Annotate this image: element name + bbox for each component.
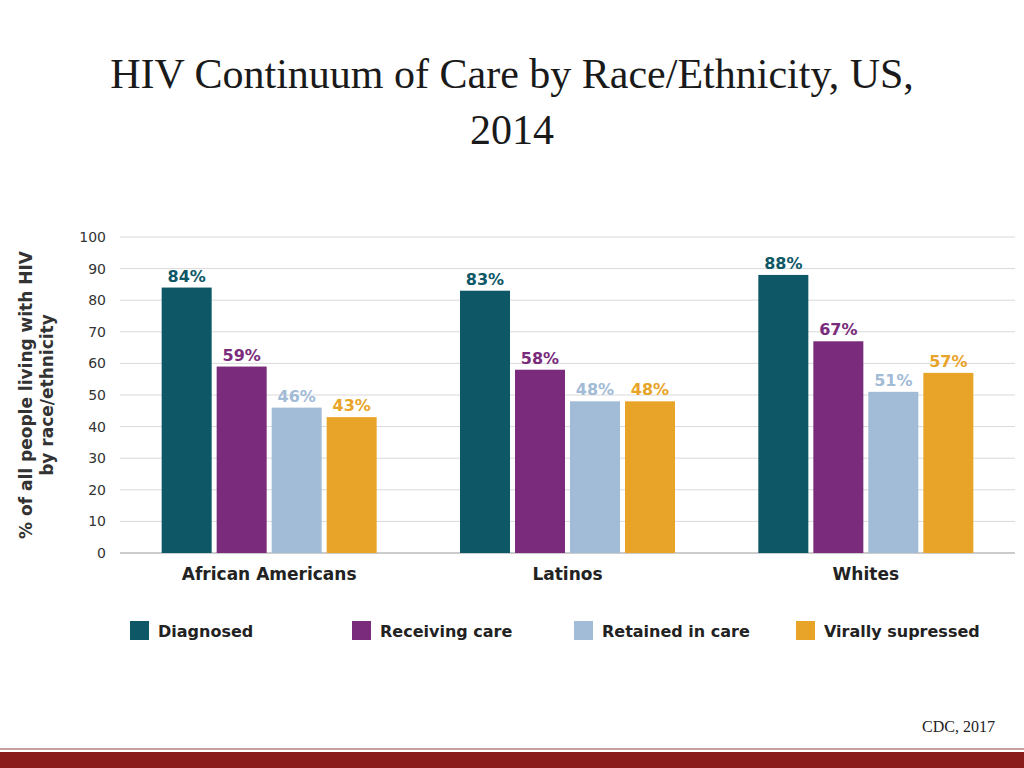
data-label: 84% xyxy=(168,267,206,286)
data-label: 59% xyxy=(223,346,261,365)
legend-swatch xyxy=(130,621,149,640)
bar xyxy=(758,275,808,553)
bars xyxy=(162,275,974,553)
bar xyxy=(460,291,510,553)
data-labels: 84% 59% 46% 43% 83% 58% 48% 48% 88% 67% 51% 57% xyxy=(168,254,968,415)
text-line: % of all people living with HIV xyxy=(16,250,36,539)
data-label: 67% xyxy=(819,320,857,339)
footer-bar xyxy=(0,752,1024,768)
bar xyxy=(625,401,675,553)
data-label: 51% xyxy=(874,371,912,390)
bar xyxy=(217,367,267,553)
data-label: 43% xyxy=(333,396,371,415)
tick-label: 60 xyxy=(88,355,106,371)
text-line: HIV Continuum of Care by Race/Ethnicity,… xyxy=(110,51,914,97)
tick-label: 40 xyxy=(88,419,106,435)
data-label: 83% xyxy=(466,270,504,289)
grid-line xyxy=(120,300,1015,301)
category-label: African Americans xyxy=(182,564,357,584)
tick-label: 10 xyxy=(88,513,106,529)
data-label: 58% xyxy=(521,349,559,368)
tick-label: 100 xyxy=(79,229,106,245)
bar xyxy=(570,401,620,553)
data-label: 88% xyxy=(764,254,802,273)
tick-label: 30 xyxy=(88,450,106,466)
y-axis xyxy=(120,237,121,553)
legend-label: Diagnosed xyxy=(158,622,253,641)
text-line: by race/ethnicity xyxy=(37,314,57,476)
tick-label: 20 xyxy=(88,482,106,498)
bar xyxy=(327,417,377,553)
tick-label: 90 xyxy=(88,261,106,277)
legend-swatch xyxy=(352,621,371,640)
bar xyxy=(272,408,322,553)
chart: HIV Continuum of Care by Race/Ethnicity,… xyxy=(0,0,1024,768)
bar xyxy=(515,370,565,553)
data-label: 57% xyxy=(929,352,967,371)
data-label: 46% xyxy=(278,387,316,406)
tick-label: 0 xyxy=(97,545,106,561)
bar xyxy=(923,373,973,553)
data-label: 48% xyxy=(576,380,614,399)
tick-label: 70 xyxy=(88,324,106,340)
legend-label: Virally supressed xyxy=(824,622,980,641)
footer-line xyxy=(0,748,1024,750)
bar xyxy=(162,288,212,553)
legend-label: Receiving care xyxy=(380,622,512,641)
category-label: Whites xyxy=(833,564,899,584)
legend: Diagnosed Receiving care Retained in care V… xyxy=(130,621,980,641)
grid-line xyxy=(120,268,1015,269)
bar xyxy=(868,392,918,553)
title: HIV Continuum of Care by Race/Ethnicity,… xyxy=(110,51,914,153)
y-label: % of all people living with HIVby race/e… xyxy=(16,250,57,539)
legend-swatch xyxy=(574,621,593,640)
tick-label: 50 xyxy=(88,387,106,403)
legend-label: Retained in care xyxy=(602,622,750,641)
source: CDC, 2017 xyxy=(922,718,995,735)
bar xyxy=(813,341,863,553)
grid-line xyxy=(120,331,1015,332)
data-label: 48% xyxy=(631,380,669,399)
grid: 0 10 20 30 40 50 60 70 80 90 100 xyxy=(79,229,1015,561)
legend-swatch xyxy=(796,621,815,640)
category-label: Latinos xyxy=(532,564,602,584)
text-line: 2014 xyxy=(470,107,554,153)
tick-label: 80 xyxy=(88,292,106,308)
grid-line xyxy=(120,237,1015,238)
